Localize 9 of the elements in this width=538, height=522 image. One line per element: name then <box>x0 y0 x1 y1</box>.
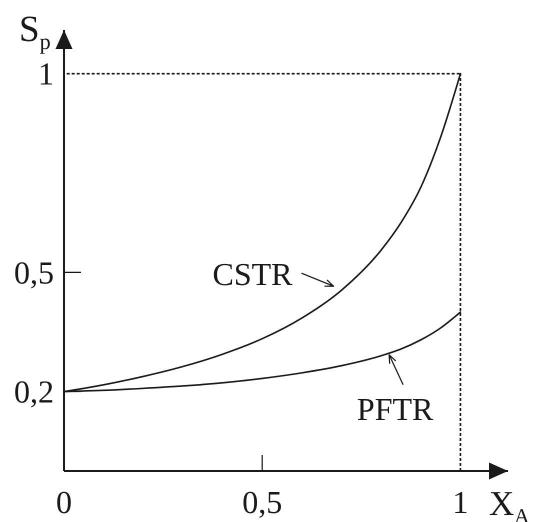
legend-label: CSTR <box>212 256 294 292</box>
y-tick-label: 1 <box>38 56 54 92</box>
series-label: PFTR <box>356 390 434 427</box>
y-tick-label: 0,5 <box>14 254 54 290</box>
x-tick-label: 0 <box>56 484 72 520</box>
x-tick-label: 1 <box>452 484 468 520</box>
y-axis-title: S$_{p}$ <box>19 9 51 54</box>
x-tick-label: 0,5 <box>242 484 282 520</box>
y-tick-label: 0,2 <box>14 374 54 410</box>
